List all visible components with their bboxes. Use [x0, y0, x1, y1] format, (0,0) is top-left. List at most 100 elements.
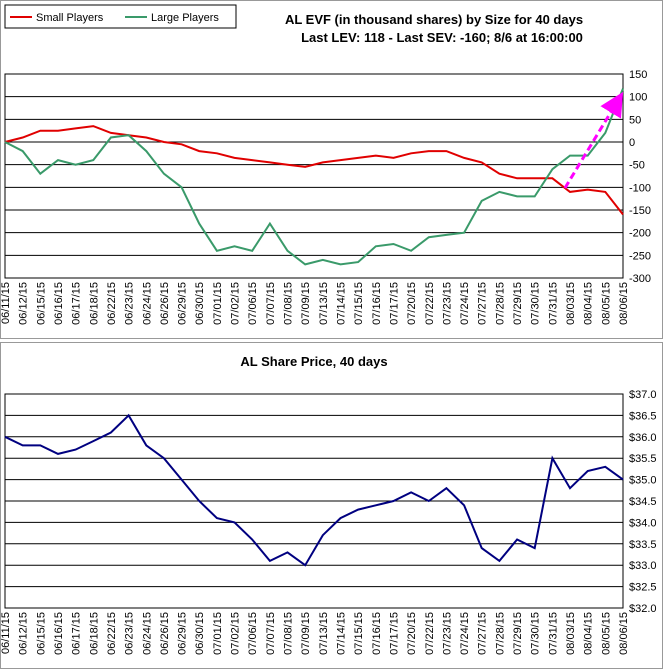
x-tick-label: 07/23/15	[441, 612, 453, 655]
y-tick-label: -50	[629, 160, 645, 172]
y-tick-label: $36.0	[629, 432, 657, 444]
legend-label: Large Players	[151, 12, 219, 24]
x-tick-label: 07/08/15	[283, 282, 295, 325]
x-tick-label: 06/24/15	[141, 612, 153, 655]
x-tick-label: 07/14/15	[335, 282, 347, 325]
x-tick-label: 06/23/15	[124, 612, 136, 655]
y-tick-label: $33.5	[629, 539, 657, 551]
y-tick-label: $32.5	[629, 582, 657, 594]
y-tick-label: -250	[629, 250, 651, 262]
y-tick-label: 0	[629, 137, 635, 149]
legend: Small Players Large Players	[4, 4, 237, 29]
x-tick-label: 06/17/15	[71, 282, 83, 325]
trend-arrow	[563, 91, 624, 189]
x-tick-label: 07/24/15	[459, 612, 471, 655]
x-tick-label: 06/30/15	[194, 612, 206, 655]
y-tick-label: $33.0	[629, 560, 657, 572]
x-tick-label: 08/04/15	[583, 612, 595, 655]
x-tick-label: 07/01/15	[212, 612, 224, 655]
x-tick-label: 06/16/15	[53, 282, 65, 325]
x-tick-label: 06/29/15	[177, 282, 189, 325]
x-tick-label: 08/06/15	[618, 282, 630, 325]
x-tick-label: 06/26/15	[159, 282, 171, 325]
data-line	[4, 125, 624, 216]
x-tick-label: 07/13/15	[318, 282, 330, 325]
x-tick-label: 07/20/15	[406, 282, 418, 325]
data-line	[4, 88, 624, 266]
x-tick-label: 06/11/15	[0, 612, 12, 654]
x-tick-label: 07/27/15	[477, 282, 489, 325]
x-tick-label: 07/01/15	[212, 282, 224, 325]
x-tick-label: 07/30/15	[530, 282, 542, 325]
x-tick-label: 07/02/15	[230, 612, 242, 655]
y-tick-label: -200	[629, 228, 651, 240]
x-tick-label: 07/27/15	[477, 612, 489, 655]
x-tick-label: 06/26/15	[159, 612, 171, 655]
y-tick-label: 100	[629, 92, 647, 104]
x-tick-label: 06/11/15	[0, 282, 12, 324]
x-tick-label: 07/06/15	[247, 612, 259, 655]
y-tick-label: -150	[629, 205, 651, 217]
x-tick-label: 07/28/15	[494, 612, 506, 655]
x-tick-label: 07/28/15	[494, 282, 506, 325]
x-tick-label: 07/31/15	[547, 612, 559, 655]
x-tick-label: 07/02/15	[230, 282, 242, 325]
x-tick-label: 07/08/15	[283, 612, 295, 655]
x-tick-label: 06/16/15	[53, 612, 65, 655]
x-tick-label: 07/16/15	[371, 612, 383, 655]
x-tick-label: 07/09/15	[300, 612, 312, 655]
x-tick-label: 06/17/15	[71, 612, 83, 655]
x-tick-label: 08/03/15	[565, 612, 577, 655]
x-tick-label: 06/15/15	[35, 612, 47, 655]
x-tick-label: 06/18/15	[88, 612, 100, 655]
x-tick-label: 07/06/15	[247, 282, 259, 325]
chart-subtitle: Last LEV: 118 - Last SEV: -160; 8/6 at 1…	[301, 30, 583, 45]
x-tick-label: 06/23/15	[124, 282, 136, 325]
x-tick-label: 06/15/15	[35, 282, 47, 325]
x-tick-label: 07/07/15	[265, 612, 277, 655]
y-tick-label: $35.5	[629, 453, 657, 465]
y-tick-label: -300	[629, 273, 651, 285]
x-tick-label: 06/24/15	[141, 282, 153, 325]
y-tick-label: $36.5	[629, 410, 657, 422]
y-tick-label: $32.0	[629, 603, 657, 615]
x-tick-label: 07/09/15	[300, 282, 312, 325]
x-tick-label: 08/04/15	[583, 282, 595, 325]
x-tick-label: 07/16/15	[371, 282, 383, 325]
x-tick-label: 07/22/15	[424, 612, 436, 655]
x-tick-label: 07/22/15	[424, 282, 436, 325]
y-tick-label: 150	[629, 69, 647, 81]
x-tick-label: 06/22/15	[106, 282, 118, 325]
x-tick-label: 07/29/15	[512, 282, 524, 325]
x-tick-label: 08/03/15	[565, 282, 577, 325]
x-tick-label: 06/12/15	[18, 282, 30, 325]
x-tick-label: 07/30/15	[530, 612, 542, 655]
x-tick-label: 07/17/15	[388, 612, 400, 655]
x-tick-label: 06/12/15	[18, 612, 30, 655]
data-line	[4, 413, 624, 567]
x-tick-label: 07/29/15	[512, 612, 524, 655]
x-tick-label: 07/14/15	[335, 612, 347, 655]
y-tick-label: $34.5	[629, 496, 657, 508]
x-tick-label: 07/07/15	[265, 282, 277, 325]
chart-title: AL EVF (in thousand shares) by Size for …	[285, 12, 583, 27]
x-tick-label: 07/23/15	[441, 282, 453, 325]
x-tick-label: 07/31/15	[547, 282, 559, 325]
legend-frame	[4, 4, 237, 29]
y-tick-label: $35.0	[629, 475, 657, 487]
x-tick-label: 08/05/15	[600, 612, 612, 655]
x-tick-label: 07/15/15	[353, 612, 365, 655]
x-tick-label: 07/15/15	[353, 282, 365, 325]
chart-title: AL Share Price, 40 days	[240, 354, 387, 369]
x-tick-label: 08/05/15	[600, 282, 612, 325]
x-tick-label: 07/13/15	[318, 612, 330, 655]
x-tick-label: 08/06/15	[618, 612, 630, 655]
x-tick-label: 07/24/15	[459, 282, 471, 325]
x-tick-label: 07/17/15	[388, 282, 400, 325]
legend-label: Small Players	[36, 12, 104, 24]
y-tick-label: $34.0	[629, 517, 657, 529]
x-tick-label: 06/22/15	[106, 612, 118, 655]
plot-area	[4, 73, 624, 279]
x-tick-label: 06/29/15	[177, 612, 189, 655]
